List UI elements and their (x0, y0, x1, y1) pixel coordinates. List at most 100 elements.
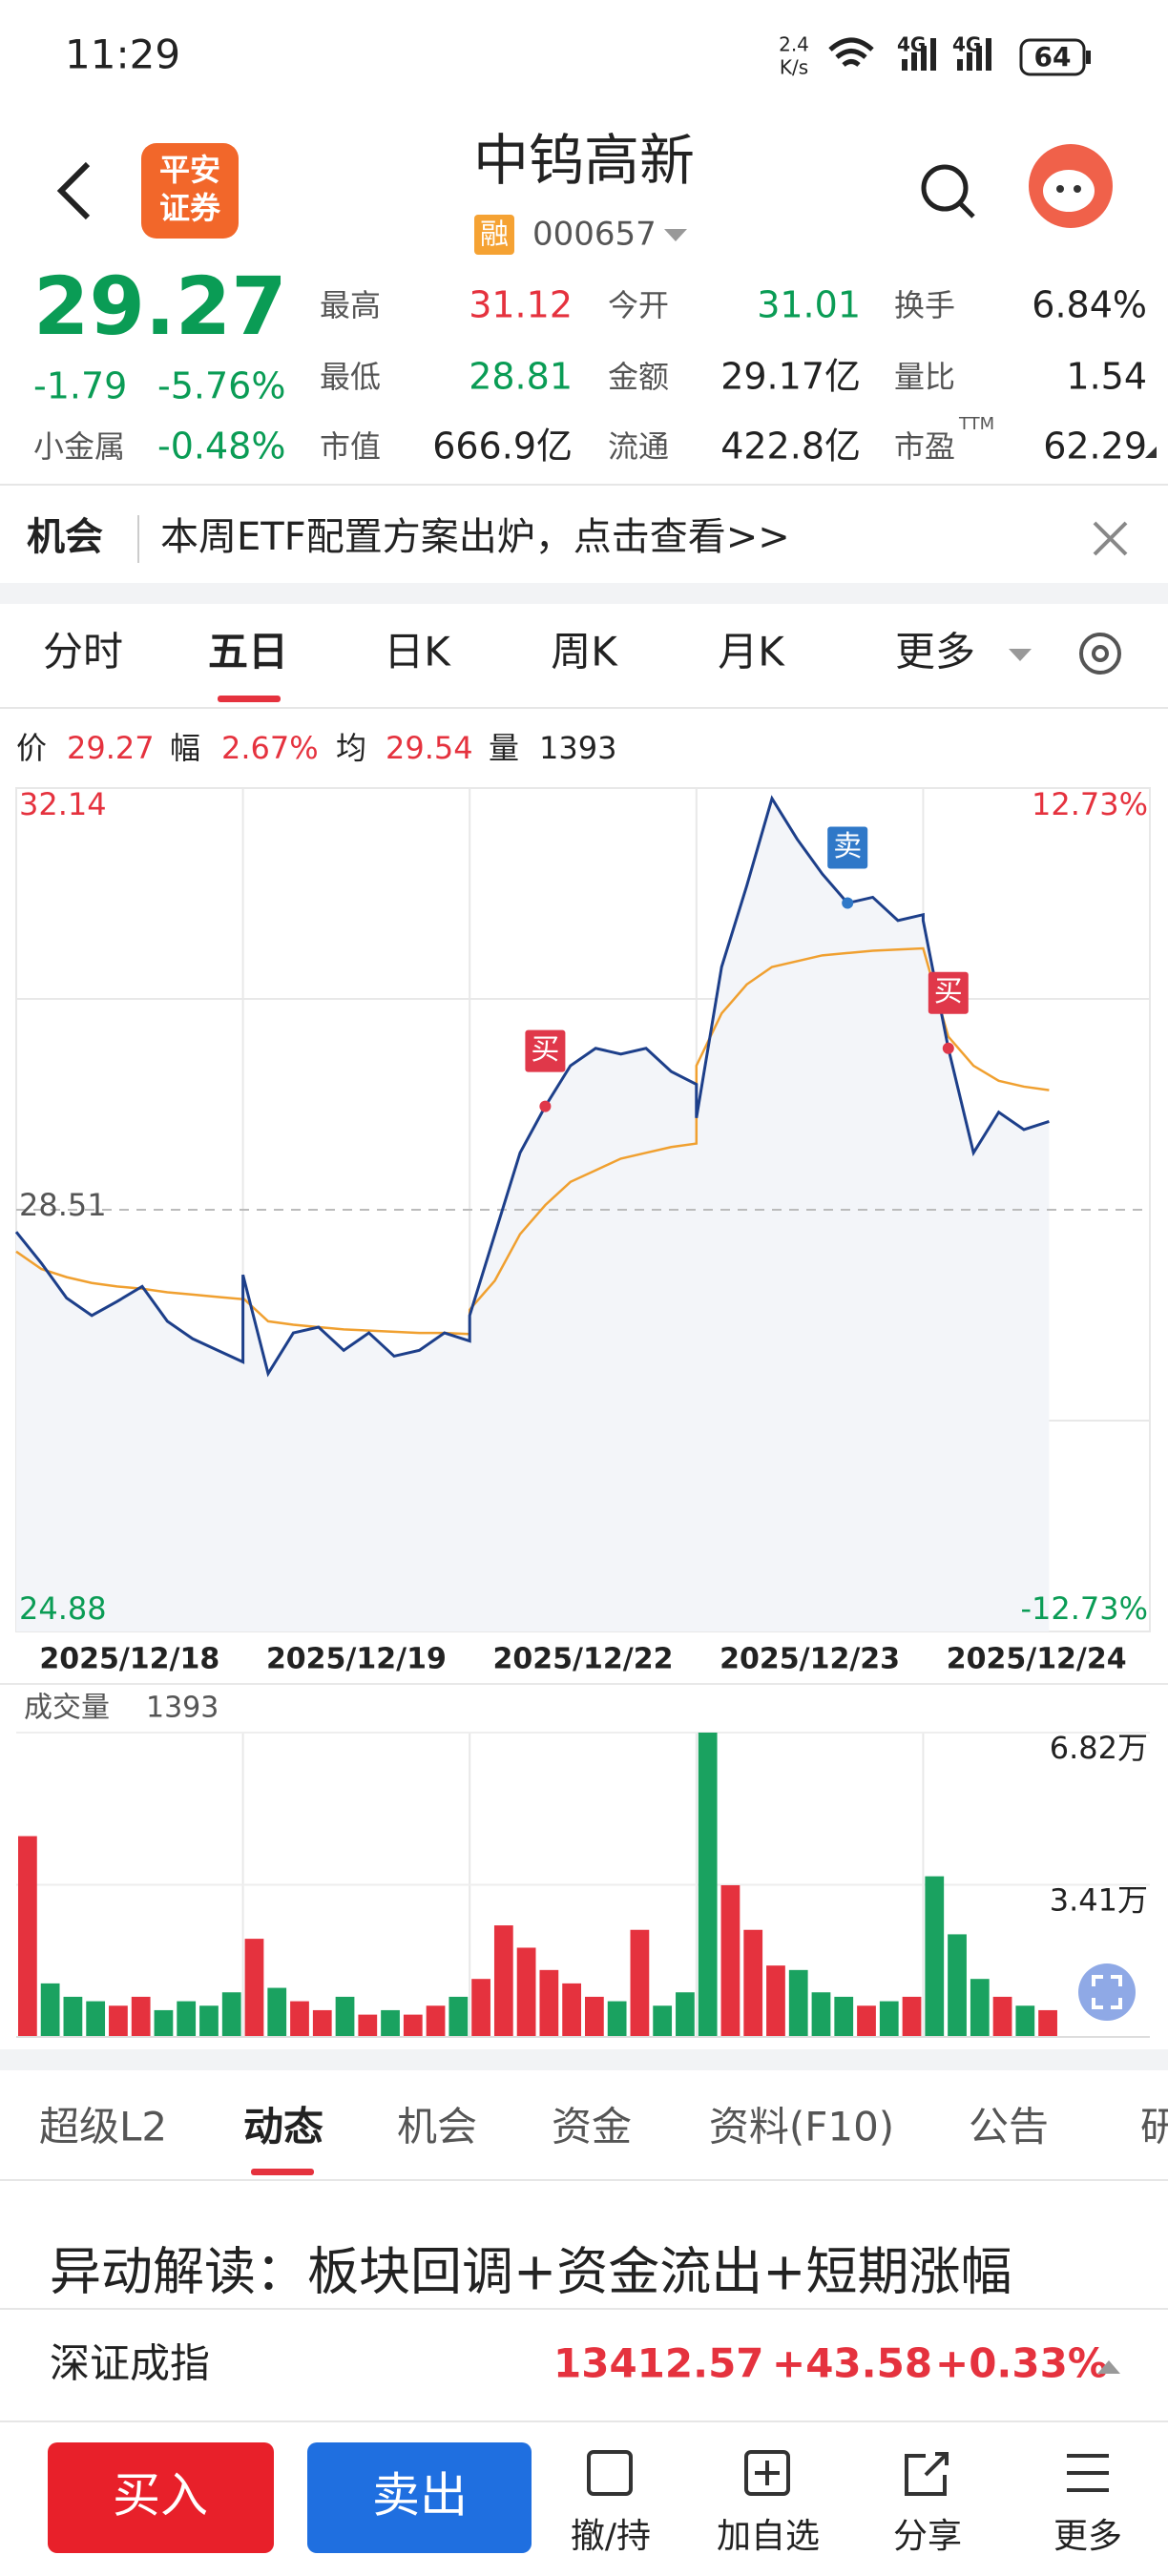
detail-tab[interactable]: 资金 (552, 2104, 632, 2150)
stock-name: 中钨高新 (473, 128, 695, 193)
info-value: 29.27 (67, 730, 155, 766)
index-toggle[interactable] (1097, 2360, 1120, 2374)
price-mid-label: 28.51 (19, 1187, 107, 1223)
stat-label: 市盈 (894, 428, 955, 465)
news-headline[interactable]: 异动解读：板块回调+资金流出+短期涨幅 (50, 2242, 1012, 2302)
wifi-icon (828, 37, 874, 67)
chart-tab[interactable]: 五日 (208, 629, 288, 675)
expand-corner[interactable] (1145, 447, 1157, 458)
volume-bar (539, 1969, 559, 2037)
share-icon[interactable] (905, 2452, 949, 2496)
stat-value: 29.17亿 (720, 356, 861, 398)
search-button[interactable] (921, 164, 975, 218)
volume-bar (607, 2001, 627, 2037)
volume-bar (925, 1876, 945, 2037)
price-area (16, 798, 1050, 1631)
volume-now: 1393 (146, 1692, 219, 1725)
tab-underline (251, 2169, 314, 2175)
buy-label: 买入 (113, 2468, 208, 2524)
volume-bar (493, 1925, 513, 2037)
detail-tab[interactable]: 研 (1140, 2104, 1168, 2150)
volume-bar (630, 1929, 650, 2037)
volume-bar (585, 1996, 604, 2037)
banner-tag[interactable]: 机会 (27, 515, 103, 559)
stat-label: 市值 (320, 428, 381, 465)
info-value: 2.67% (221, 730, 319, 766)
action-label[interactable]: 加自选 (717, 2517, 820, 2556)
chart-tab[interactable]: 周K (551, 629, 618, 675)
volume-bar (358, 2014, 378, 2037)
pct-max-label: 12.73% (1032, 786, 1148, 822)
volume-bar (18, 1836, 37, 2037)
index-name[interactable]: 深证成指 (50, 2340, 210, 2387)
chart-tab[interactable]: 分时 (43, 629, 123, 675)
detail-tab[interactable]: 机会 (397, 2104, 477, 2150)
fullscreen-icon (1092, 1975, 1122, 2009)
stat-value: 62.29 (1043, 426, 1147, 467)
chart-tab[interactable]: 更多 (895, 629, 975, 675)
broker-logo[interactable] (141, 143, 239, 239)
code-dropdown[interactable] (664, 229, 687, 241)
watchlist-icon[interactable] (744, 2450, 790, 2496)
volume-bar (448, 1996, 469, 2037)
volume-bar (653, 2005, 673, 2037)
price-min-label: 24.88 (19, 1590, 107, 1627)
detail-tab[interactable]: 资料(F10) (709, 2104, 894, 2150)
stat-value: 666.9亿 (432, 426, 573, 467)
chart-tab[interactable]: 日K (384, 629, 451, 675)
info-value: 1393 (539, 730, 616, 766)
volume-bar (879, 2001, 899, 2037)
more-dropdown[interactable] (1009, 649, 1032, 661)
volume-bar (902, 1996, 922, 2037)
chart-tab[interactable]: 月K (718, 629, 785, 675)
banner-close[interactable] (1093, 521, 1128, 556)
chart-settings[interactable] (1079, 633, 1121, 675)
banner-text[interactable]: 本周ETF配置方案出炉，点击查看>> (160, 515, 790, 559)
trade-marker[interactable] (928, 971, 969, 1014)
signal-icon (957, 38, 991, 71)
battery-icon (1019, 38, 1086, 76)
sell-button[interactable] (307, 2442, 532, 2553)
stat-label: 换手 (894, 287, 955, 323)
volume-bar (40, 1983, 60, 2037)
more-icon[interactable] (1067, 2454, 1109, 2492)
volume-bar (244, 1939, 264, 2037)
volume-bar (267, 1987, 287, 2037)
volume-bar (834, 1996, 854, 2037)
pe-note: TTM (958, 414, 994, 434)
trade-marker-text: 买 (934, 975, 963, 1008)
detail-tab[interactable]: 超级L2 (39, 2104, 167, 2150)
info-label: 幅 (170, 730, 200, 766)
volume-bar (154, 2009, 174, 2037)
margin-badge (474, 215, 514, 255)
assistant-avatar[interactable] (1029, 144, 1113, 228)
volume-bar (766, 1965, 785, 2037)
date-label: 2025/12/19 (266, 1643, 447, 1676)
volume-bar (290, 2001, 309, 2037)
net-speed: 2.4 (779, 33, 809, 56)
volume-bar (63, 1996, 83, 2037)
buy-button[interactable] (48, 2442, 274, 2553)
stat-value: 28.81 (469, 356, 573, 398)
action-label[interactable]: 撤/持 (571, 2517, 651, 2556)
index-change: +43.58 (772, 2340, 932, 2387)
action-label[interactable]: 更多 (1053, 2517, 1122, 2556)
stat-value: 31.12 (469, 284, 573, 326)
back-button[interactable] (56, 161, 91, 220)
trade-point (539, 1100, 552, 1112)
pct-min-label: -12.73% (1020, 1590, 1148, 1627)
detail-tab[interactable]: 公告 (969, 2104, 1049, 2150)
action-label[interactable]: 分享 (893, 2517, 962, 2556)
info-label: 量 (489, 730, 519, 766)
volume-bar (403, 2014, 423, 2037)
volume-title: 成交量 (24, 1692, 110, 1725)
detail-tab[interactable]: 动态 (243, 2104, 323, 2150)
withdraw-icon[interactable] (587, 2450, 633, 2496)
section-gap (0, 583, 1168, 604)
trade-marker[interactable] (525, 1029, 566, 1072)
trade-marker[interactable] (827, 826, 868, 869)
volume-bar (177, 2001, 197, 2037)
volume-bar (788, 1969, 808, 2037)
fullscreen-button[interactable] (1078, 1963, 1136, 2021)
